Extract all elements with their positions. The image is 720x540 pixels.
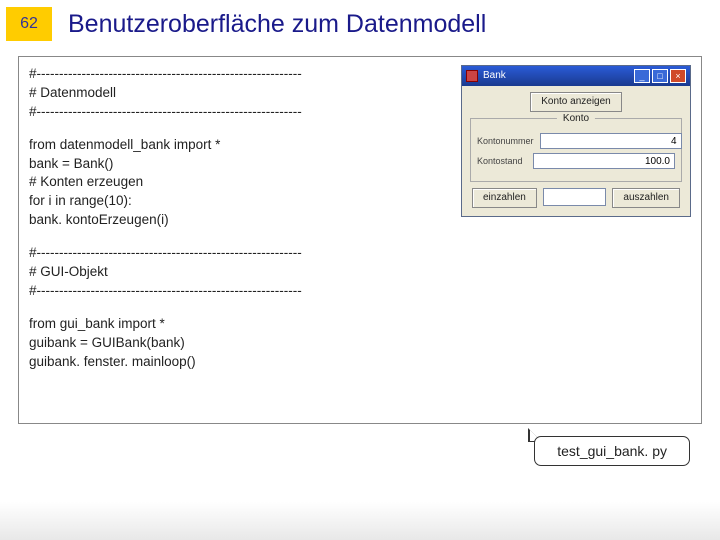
code-box: #---------------------------------------… [18, 56, 702, 424]
groupbox-title: Konto [557, 112, 595, 126]
einzahlen-button[interactable]: einzahlen [472, 188, 537, 208]
code-block-4: from gui_bank import * guibank = GUIBank… [29, 315, 691, 372]
kontonummer-input[interactable] [540, 133, 682, 149]
code-block-3: #---------------------------------------… [29, 244, 691, 301]
close-button[interactable]: × [670, 69, 686, 83]
amount-input[interactable] [543, 188, 607, 206]
page-title: Benutzeroberfläche zum Datenmodell [68, 10, 486, 39]
kontonummer-label: Kontonummer [477, 135, 534, 148]
maximize-button[interactable]: □ [652, 69, 668, 83]
window-titlebar: Bank _ □ × [462, 66, 690, 86]
konto-groupbox: Konto Kontonummer Kontostand [470, 118, 682, 182]
kontostand-input[interactable] [533, 153, 675, 169]
window-title: Bank [483, 69, 634, 83]
bank-window: Bank _ □ × Konto anzeigen Konto Kontonum… [461, 65, 691, 217]
slide-number: 62 [6, 7, 52, 41]
minimize-button[interactable]: _ [634, 69, 650, 83]
show-account-button[interactable]: Konto anzeigen [530, 92, 622, 112]
kontostand-label: Kontostand [477, 155, 527, 168]
filename-callout: test_gui_bank. py [534, 436, 690, 466]
auszahlen-button[interactable]: auszahlen [612, 188, 680, 208]
app-icon [466, 70, 478, 82]
bottom-shadow [0, 502, 720, 540]
